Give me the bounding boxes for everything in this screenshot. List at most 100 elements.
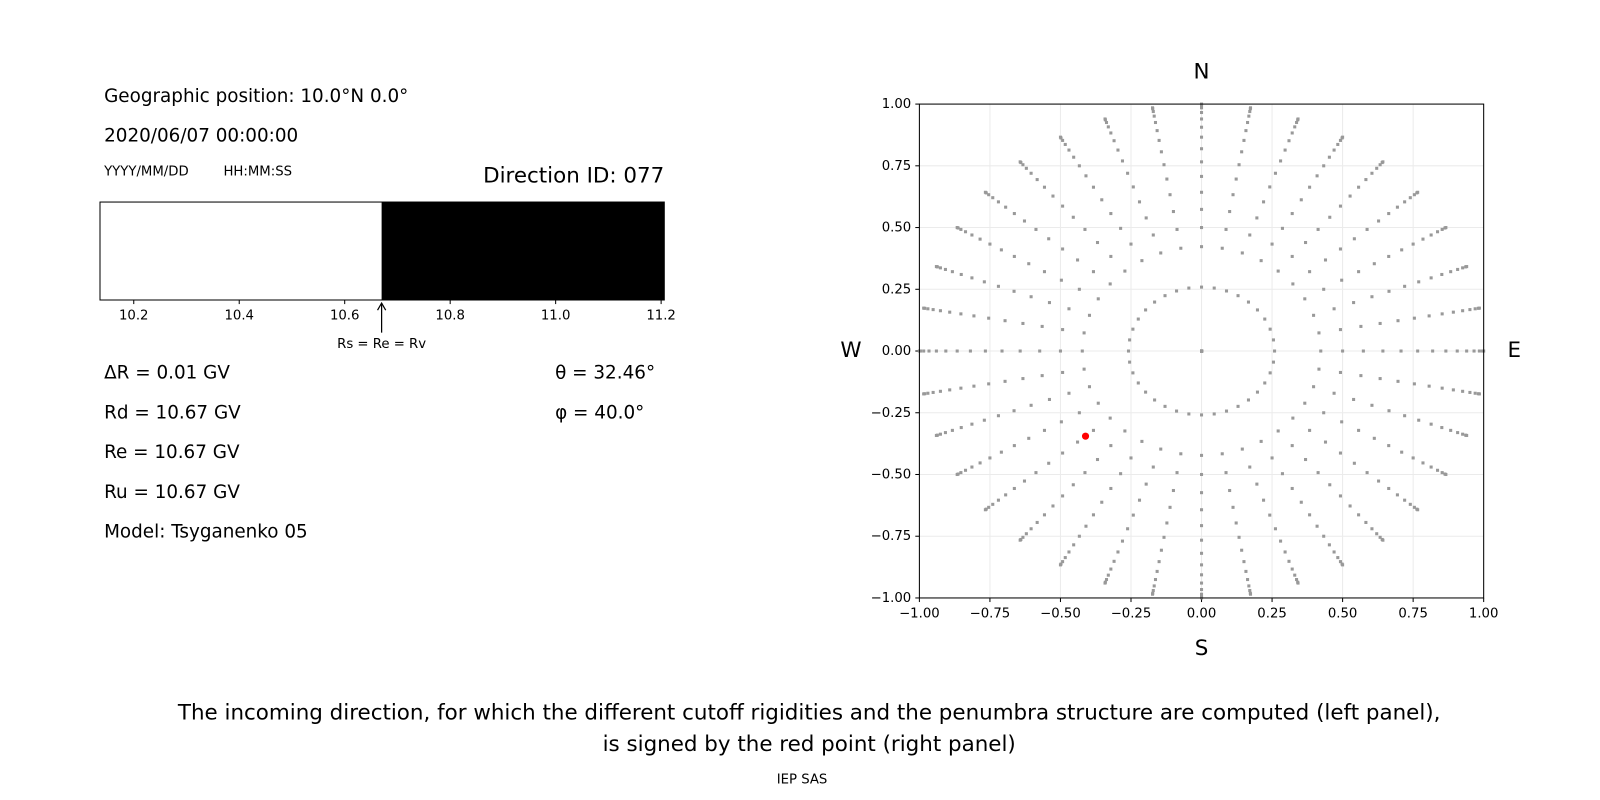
direction-point <box>987 316 991 320</box>
direction-point <box>1421 237 1425 241</box>
direction-point <box>1220 452 1224 456</box>
direction-id: Direction ID: 077 <box>483 164 664 189</box>
direction-point <box>922 306 926 310</box>
direction-point <box>1123 269 1127 273</box>
direction-point <box>972 384 976 388</box>
direction-point <box>1322 411 1326 415</box>
direction-point <box>1440 227 1444 231</box>
direction-point <box>1200 592 1204 596</box>
direction-point <box>1200 581 1204 585</box>
direction-point <box>1126 171 1130 175</box>
direction-point <box>1119 226 1123 230</box>
direction-point <box>1151 109 1155 114</box>
direction-point <box>1067 391 1071 395</box>
direction-point <box>1072 155 1076 159</box>
direction-point <box>1283 550 1287 554</box>
direction-point <box>1067 307 1071 311</box>
direction-point <box>1163 404 1167 408</box>
direction-point <box>1140 439 1144 443</box>
direction-point <box>1152 114 1156 118</box>
direction-point <box>1022 479 1027 483</box>
direction-point <box>1244 129 1248 133</box>
direction-point <box>1100 500 1104 504</box>
direction-point <box>1412 193 1416 197</box>
direction-point <box>988 456 992 460</box>
direction-point <box>1168 505 1172 509</box>
direction-point <box>1059 278 1063 282</box>
direction-point <box>1051 194 1055 198</box>
direction-point <box>1231 193 1235 197</box>
direction-point <box>1151 233 1155 237</box>
direction-point <box>1153 578 1158 582</box>
direction-point <box>1400 450 1404 454</box>
direction-point <box>1103 581 1107 585</box>
direction-point <box>1237 535 1241 539</box>
direction-point <box>1436 230 1440 234</box>
direction-point <box>1290 486 1294 491</box>
direction-point <box>1159 251 1163 255</box>
direction-point <box>1295 120 1299 125</box>
direction-point <box>1076 440 1080 444</box>
direction-point <box>1136 317 1140 321</box>
direction-point <box>1372 436 1376 440</box>
direction-point <box>1224 409 1229 413</box>
direction-point <box>1200 551 1204 555</box>
direction-point <box>1287 139 1291 143</box>
direction-point <box>948 310 952 314</box>
direction-point <box>1027 436 1031 440</box>
direction-point <box>1417 418 1421 422</box>
direction-point <box>1357 428 1361 432</box>
direction-point <box>999 450 1003 454</box>
direction-point <box>959 272 963 277</box>
direction-point <box>1381 160 1385 164</box>
direction-point <box>1444 472 1448 477</box>
direction-point <box>1396 379 1400 383</box>
direction-point <box>1151 588 1155 593</box>
direction-point <box>1234 521 1238 525</box>
direction-point <box>1340 420 1344 424</box>
direction-point <box>1248 109 1252 114</box>
direction-point <box>1403 414 1407 418</box>
direction-point <box>1461 389 1465 393</box>
direction-point <box>1468 308 1472 312</box>
direction-point <box>1200 106 1204 110</box>
direction-point <box>955 472 959 477</box>
direction-point <box>1291 282 1295 286</box>
date-format: YYYY/MM/DD <box>103 164 189 179</box>
direction-point <box>927 349 931 353</box>
direction-point <box>948 388 952 392</box>
direction-point <box>1268 513 1272 517</box>
direction-point <box>1244 569 1248 573</box>
direction-point <box>1291 416 1295 420</box>
direction-point <box>1327 543 1331 547</box>
direction-point <box>1237 163 1241 167</box>
direction-point <box>1059 420 1063 424</box>
direction-point <box>988 242 992 246</box>
direction-point <box>1338 451 1342 455</box>
y-tick-label: 0.75 <box>882 159 912 174</box>
direction-point <box>1082 367 1086 371</box>
direction-point <box>1200 160 1204 164</box>
direction-point <box>1077 287 1081 291</box>
direction-point <box>1400 248 1404 252</box>
direction-point <box>1370 171 1374 175</box>
direction-point <box>931 390 935 394</box>
direction-point <box>1255 308 1260 312</box>
direction-point <box>1071 483 1075 487</box>
direction-point <box>934 433 938 438</box>
direction-point <box>955 226 959 230</box>
direction-point <box>1084 524 1088 528</box>
direction-point <box>1322 287 1326 291</box>
direction-point <box>1200 117 1204 121</box>
direction-point <box>1247 114 1251 118</box>
direction-point <box>1412 505 1416 509</box>
direction-point <box>1042 513 1047 517</box>
direction-point <box>1456 267 1460 271</box>
direction-point <box>1236 294 1240 298</box>
direction-point <box>1018 349 1022 353</box>
direction-point <box>1273 349 1277 353</box>
direction-point <box>1465 349 1469 353</box>
direction-point <box>1465 433 1469 438</box>
direction-point <box>1155 569 1159 573</box>
direction-point <box>1416 190 1420 194</box>
